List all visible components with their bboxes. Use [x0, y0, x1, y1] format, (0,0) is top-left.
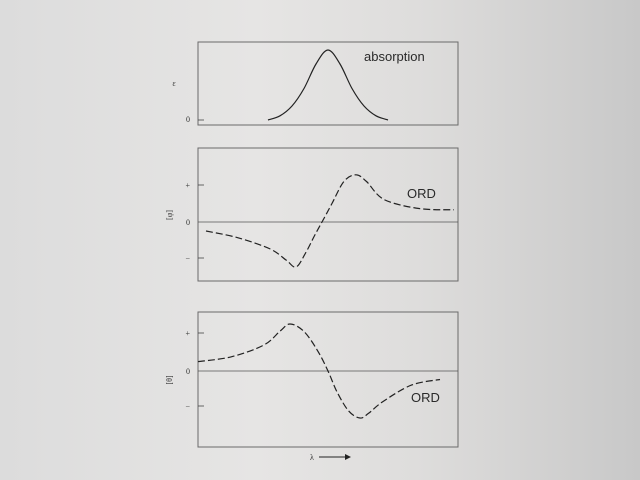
panel-ord-1: + 0 − [φ] ORD — [165, 147, 459, 282]
absorption-curve — [267, 49, 389, 121]
panel-absorption: 0 ε absorption — [172, 41, 459, 126]
tick-label-zero: 0 — [186, 115, 190, 124]
panel-ord-2: + 0 − [θ] ORD — [165, 311, 459, 448]
tick-label-minus: − — [185, 402, 190, 411]
tick-label-minus: − — [185, 254, 190, 263]
panel-frame — [197, 147, 459, 282]
x-axis-label: λ — [310, 453, 314, 462]
tick-label-plus: + — [185, 329, 190, 338]
y-axis-label: [φ] — [165, 210, 174, 220]
x-axis-arrow-head — [345, 454, 351, 460]
y-axis-label: ε — [172, 79, 176, 88]
panel-frame — [197, 311, 459, 448]
tick-label-zero: 0 — [186, 367, 190, 376]
x-axis-label-group: λ — [310, 453, 351, 462]
panel-frame — [197, 41, 459, 126]
ord-curve — [205, 174, 455, 268]
ord-curve — [197, 323, 441, 419]
annotation-ord: ORD — [411, 390, 440, 405]
y-axis-label: [θ] — [165, 375, 174, 384]
annotation-absorption: absorption — [364, 49, 425, 64]
tick-label-zero: 0 — [186, 218, 190, 227]
tick-label-plus: + — [185, 181, 190, 190]
annotation-ord: ORD — [407, 186, 436, 201]
